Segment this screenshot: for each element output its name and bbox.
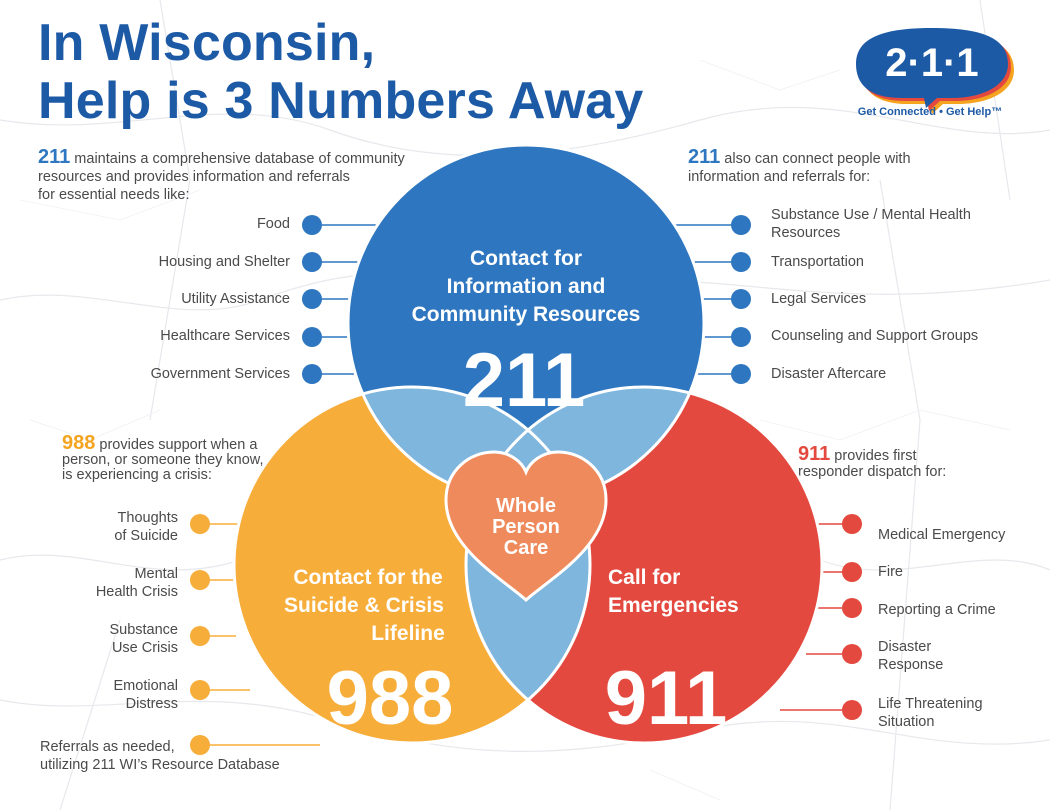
- dot-211-right: [731, 289, 751, 309]
- intro-911-line2: responder dispatch for:: [798, 464, 947, 480]
- list-211-right-item: Transportation: [771, 254, 864, 270]
- list-988-item-line2: Use Crisis: [111, 640, 178, 656]
- list-911-item-line2: Situation: [878, 714, 935, 730]
- list-911-item: Reporting a Crime: [878, 602, 996, 618]
- dot-911: [842, 700, 862, 720]
- list-988-item: Thoughts of Suicide: [40, 509, 178, 545]
- list-211-right-item-line1: Substance Use / Mental Health: [771, 207, 971, 223]
- intro-988-line3: is experiencing a crisis:: [62, 467, 212, 483]
- dot-988: [190, 680, 210, 700]
- list-988-item-line2: Health Crisis: [95, 584, 178, 600]
- list-911-item-line1: Disaster: [878, 639, 932, 655]
- intro-211-left-line1: maintains a comprehensive database of co…: [74, 151, 405, 167]
- dot-211-left: [302, 215, 322, 235]
- venn-211-label-line1: Contact for: [470, 247, 582, 270]
- dot-911: [842, 514, 862, 534]
- intro-211-right: 211 also can connect people with informa…: [688, 146, 1028, 186]
- dot-211-right: [731, 215, 751, 235]
- dot-211-left: [302, 327, 322, 347]
- list-211-left-item: Government Services: [150, 366, 290, 382]
- dot-911: [842, 644, 862, 664]
- connector-dots: [190, 215, 862, 755]
- intro-211-left-line2: resources and provides information and r…: [38, 169, 350, 185]
- intro-988-line2: person, or someone they know,: [62, 452, 264, 468]
- venn-211-label-line2: Information and: [447, 275, 606, 298]
- dot-211-right: [731, 327, 751, 347]
- list-988-item: Emotional Distress: [40, 677, 178, 713]
- list-911-item: Fire: [878, 564, 903, 580]
- dot-988: [190, 735, 210, 755]
- intro-988-number: 988: [62, 432, 96, 454]
- list-988-item-line2: utilizing 211 WI’s Resource Database: [40, 757, 280, 773]
- heart-label-line2: Person: [492, 516, 560, 538]
- dot-211-left: [302, 289, 322, 309]
- list-211-left-item: Healthcare Services: [160, 328, 290, 344]
- list-988-item: Mental Health Crisis: [40, 565, 178, 601]
- list-988-item-line2: Distress: [125, 696, 178, 712]
- venn-988-number: 988: [327, 656, 454, 741]
- 211-logo: 2·1·1: [856, 28, 1014, 114]
- heart-label-line3: Care: [504, 537, 548, 559]
- list-911-item: Life Threatening Situation: [878, 695, 1043, 731]
- venn-911-label-line1: Call for: [608, 566, 680, 589]
- list-988-item-line1: Thoughts: [117, 510, 178, 526]
- venn-988-label-line3: Lifeline: [371, 622, 445, 645]
- intro-911: 911 provides first responder dispatch fo…: [798, 443, 1038, 480]
- intro-211-right-number: 211: [688, 146, 721, 168]
- title-line-2: Help is 3 Numbers Away: [38, 72, 644, 130]
- dot-911: [842, 562, 862, 582]
- title-line-1: In Wisconsin,: [38, 14, 376, 72]
- circle-988-outline: [232, 385, 592, 745]
- list-911-item: Disaster Response: [878, 638, 1043, 674]
- dot-211-right: [731, 364, 751, 384]
- list-211-right-item: Counseling and Support Groups: [771, 328, 979, 344]
- dot-911: [842, 598, 862, 618]
- dot-211-left: [302, 364, 322, 384]
- venn-988-label-line1: Contact for the: [293, 566, 442, 589]
- list-911-item-line2: Response: [878, 657, 944, 673]
- list-988-item-line1: Emotional: [113, 678, 178, 694]
- venn-211-number: 211: [463, 338, 586, 423]
- intro-211-left-line3: for essential needs like:: [38, 187, 190, 203]
- logo-tagline: Get Connected • Get Help™: [857, 106, 1003, 118]
- intro-211-right-line1: also can connect people with: [724, 151, 911, 167]
- heart-shape: [444, 450, 608, 603]
- venn-911-label-line2: Emergencies: [608, 594, 739, 617]
- circle-911-outline: [464, 385, 824, 745]
- dot-988: [190, 514, 210, 534]
- list-211-left-item: Housing and Shelter: [158, 254, 290, 270]
- venn-988-label-line2: Suicide & Crisis: [284, 594, 444, 617]
- list-911-item-line1: Life Threatening: [878, 696, 983, 712]
- list-988-item-line2: of Suicide: [114, 528, 178, 544]
- list-988-item: Substance Use Crisis: [40, 621, 178, 657]
- list-911-item: Medical Emergency: [878, 527, 1006, 543]
- intro-911-number: 911: [798, 443, 831, 465]
- venn-911-number: 911: [605, 656, 728, 741]
- list-211-right-item: Disaster Aftercare: [771, 366, 887, 382]
- list-988-item-line1: Substance: [109, 622, 178, 638]
- page-title: In Wisconsin, Help is 3 Numbers Away: [38, 14, 644, 130]
- intro-211-left-number: 211: [38, 146, 71, 168]
- intro-988: 988 provides support when a person, or s…: [62, 433, 322, 483]
- list-211-right-item-line2: Resources: [771, 225, 841, 241]
- dot-211-right: [731, 252, 751, 272]
- intro-911-line1: provides first: [834, 448, 917, 464]
- intro-988-line1: provides support when a: [99, 437, 258, 453]
- list-988-item: Referrals as needed, utilizing 211 WI’s …: [40, 738, 320, 774]
- list-211-right-item: Legal Services: [771, 291, 867, 307]
- logo-mark: 2·1·1: [885, 41, 978, 85]
- venn-211-label-line3: Community Resources: [412, 303, 641, 326]
- list-988-item-line1: Mental: [134, 566, 178, 582]
- dot-988: [190, 626, 210, 646]
- heart-label-line1: Whole: [496, 495, 556, 517]
- list-211-left-item: Food: [256, 216, 290, 232]
- dot-988: [190, 570, 210, 590]
- intro-211-left: 211 maintains a comprehensive database o…: [38, 146, 478, 204]
- list-988-item-line1: Referrals as needed,: [40, 739, 175, 755]
- list-211-left-item: Utility Assistance: [181, 291, 290, 307]
- dot-211-left: [302, 252, 322, 272]
- list-211-right-item: Substance Use / Mental Health Resources: [771, 206, 1041, 242]
- intro-211-right-line2: information and referrals for:: [688, 169, 871, 185]
